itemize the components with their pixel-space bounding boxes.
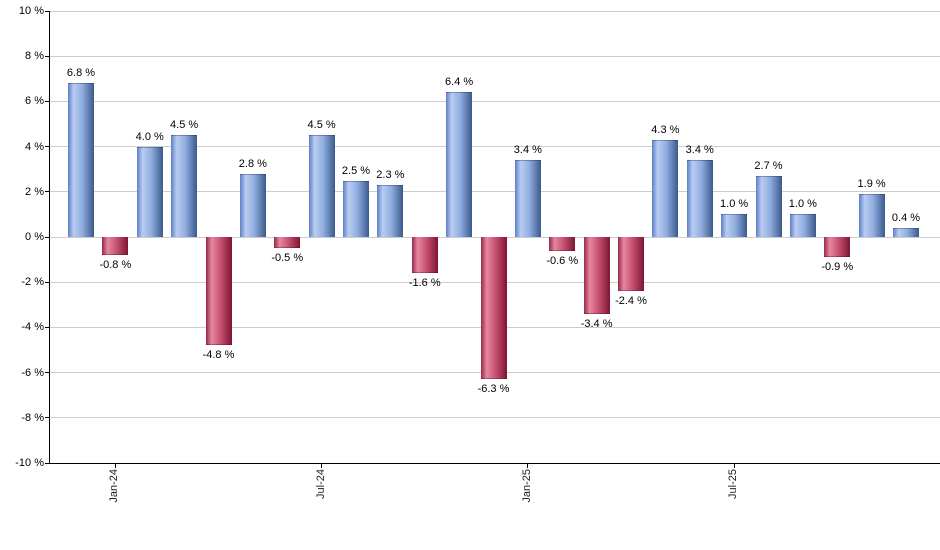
- bar: [171, 135, 198, 237]
- bar-value-label: -3.4 %: [580, 317, 613, 330]
- bar-value-label: -1.6 %: [408, 277, 441, 290]
- y-axis-tick: [45, 146, 49, 148]
- bar: [583, 237, 610, 314]
- bar-value-label: -2.4 %: [615, 295, 647, 308]
- bar-value-label: 0.4 %: [891, 211, 921, 224]
- x-axis-tick-label: Jan-24: [108, 469, 121, 503]
- gridline: [49, 55, 940, 57]
- bar: [893, 227, 919, 237]
- x-axis-tick-label: Jul-25: [727, 469, 740, 499]
- bar: [68, 83, 94, 237]
- bar: [102, 237, 129, 256]
- x-axis-tick: [321, 464, 323, 468]
- gridline: [49, 191, 940, 193]
- bar-value-label: 2.5 %: [341, 164, 371, 177]
- gridline: [49, 146, 940, 148]
- bar-value-label: 1.9 %: [857, 178, 886, 191]
- y-axis-tick-label: 0 %: [25, 231, 44, 243]
- bar: [652, 139, 679, 237]
- bar: [308, 135, 335, 237]
- y-axis-tick: [45, 462, 49, 464]
- y-axis-tick-label: -10 %: [15, 457, 44, 469]
- bar: [755, 175, 782, 237]
- bar: [721, 214, 748, 237]
- gridline: [49, 417, 940, 419]
- y-axis-tick-label: 4 %: [25, 140, 44, 153]
- y-axis-tick: [45, 326, 49, 328]
- bar-value-label: -0.5 %: [271, 252, 304, 265]
- y-axis-tick: [45, 55, 49, 57]
- bar: [514, 160, 541, 237]
- bar: [618, 237, 644, 292]
- y-axis-tick-label: -4 %: [21, 321, 44, 334]
- bar: [274, 237, 301, 249]
- bar-value-label: -6.3 %: [477, 383, 510, 396]
- bar-value-label: 1.0 %: [788, 198, 817, 211]
- y-axis-tick-label: 2 %: [25, 185, 44, 198]
- y-axis-tick-label: 6 %: [25, 95, 44, 108]
- y-axis-tick: [45, 10, 49, 12]
- bar: [136, 146, 163, 237]
- gridline: [49, 10, 940, 12]
- bar: [549, 237, 576, 251]
- bar: [480, 237, 507, 380]
- bar-value-label: 3.4 %: [685, 144, 714, 157]
- y-axis-tick-label: -2 %: [21, 276, 44, 289]
- y-axis-tick-label: -6 %: [21, 366, 44, 379]
- y-axis-tick-label: 10 %: [18, 5, 44, 17]
- bar: [686, 160, 713, 237]
- bar: [205, 237, 232, 346]
- bar: [789, 214, 816, 237]
- bar-value-label: -0.6 %: [546, 254, 579, 267]
- bar-value-label: 6.4 %: [445, 76, 474, 89]
- bar-value-label: -4.8 %: [202, 349, 235, 362]
- bar: [858, 194, 885, 237]
- x-axis-tick: [527, 464, 529, 468]
- bar: [446, 92, 473, 237]
- bar: [824, 237, 851, 258]
- bar: [377, 185, 404, 237]
- bar-value-label: 2.7 %: [754, 159, 783, 172]
- x-axis-line: [49, 463, 940, 464]
- bar-value-label: 4.3 %: [651, 123, 680, 136]
- bar: [343, 180, 369, 237]
- y-axis-tick: [45, 281, 49, 283]
- bar-value-label: 4.0 %: [135, 130, 164, 143]
- bar-value-label: 4.5 %: [170, 119, 199, 132]
- x-axis-tick-label: Jan-25: [520, 469, 533, 503]
- y-axis-tick-label: 8 %: [25, 50, 44, 63]
- bar-value-label: 3.4 %: [513, 144, 542, 157]
- y-axis-tick: [45, 191, 49, 193]
- x-axis-tick: [733, 464, 735, 468]
- bar-value-label: 2.3 %: [376, 169, 405, 182]
- y-axis-tick-label: -8 %: [21, 411, 44, 424]
- gridline: [49, 100, 940, 102]
- bar-value-label: 2.8 %: [238, 157, 267, 170]
- x-axis-tick: [114, 464, 116, 468]
- bar-value-label: -0.8 %: [99, 259, 132, 272]
- y-axis-tick: [45, 417, 49, 419]
- bar-value-label: 4.5 %: [307, 119, 336, 132]
- bar: [411, 237, 438, 274]
- bar-value-label: 1.0 %: [720, 198, 749, 211]
- x-axis-tick-label: Jul-24: [314, 469, 327, 499]
- bar-value-label: -0.9 %: [821, 261, 854, 274]
- y-axis-tick: [45, 100, 49, 102]
- y-axis-tick: [45, 372, 49, 374]
- y-axis-line: [49, 11, 50, 464]
- bar: [239, 173, 266, 237]
- bar-value-label: 6.8 %: [66, 67, 96, 80]
- y-axis-tick: [45, 236, 49, 238]
